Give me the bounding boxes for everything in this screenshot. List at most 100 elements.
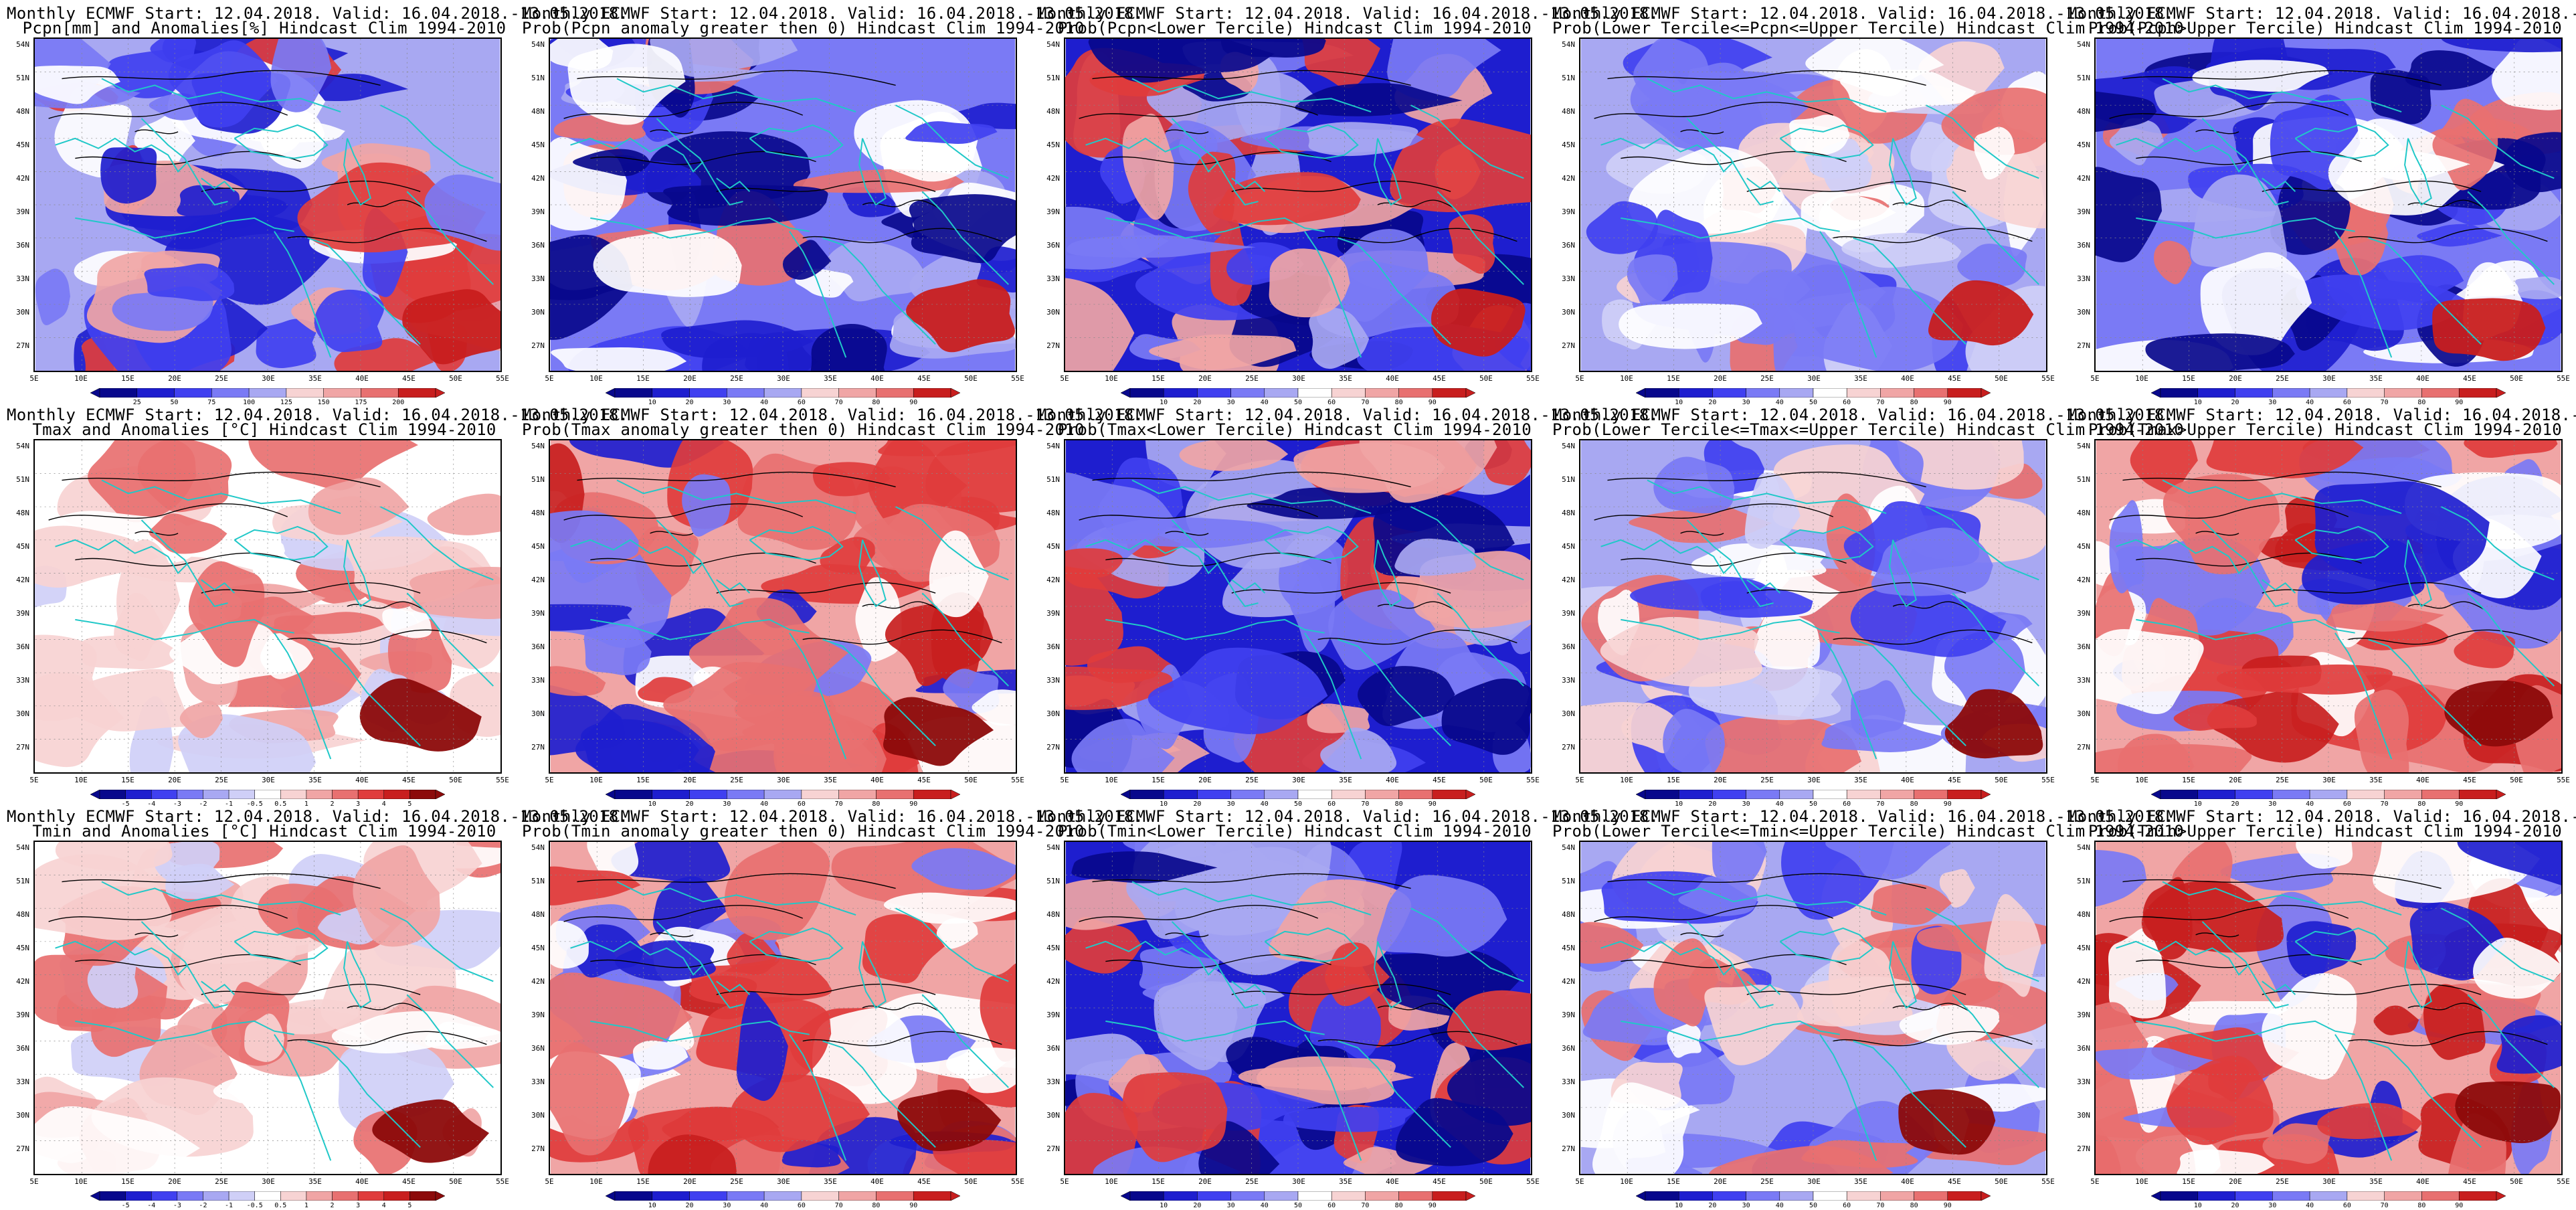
longitude-label: 50E xyxy=(1995,776,2008,784)
colorbar-label: 30 xyxy=(2268,1202,2277,1209)
colorbar-label: 60 xyxy=(797,800,806,808)
forecast-map xyxy=(1064,37,1532,372)
coastline xyxy=(1621,217,1840,239)
longitude-label: 35E xyxy=(2369,374,2383,383)
latitude-label: 30N xyxy=(1046,1111,1060,1120)
colorbar-swatch xyxy=(306,790,333,799)
coastline xyxy=(749,525,844,561)
latitude-label: 54N xyxy=(1046,442,1060,450)
shaded-field-patch xyxy=(1691,543,1827,579)
colorbar-label: 0.5 xyxy=(274,800,287,808)
colorbar-end-right xyxy=(950,790,960,799)
shaded-field-patch xyxy=(1653,938,1719,1027)
colorbar-swatch xyxy=(203,790,229,799)
coastline xyxy=(1746,980,1781,995)
coastline xyxy=(1600,940,1734,976)
longitude-label: 55E xyxy=(2557,374,2570,383)
colorbar-swatch xyxy=(2384,388,2422,398)
longitude-label: 40E xyxy=(1901,776,1914,784)
latitude-label: 27N xyxy=(1562,1144,1575,1153)
shaded-field-patch xyxy=(2173,703,2257,731)
contour-line xyxy=(1231,983,1451,995)
coastline xyxy=(1374,138,1402,206)
colorbar-label: 30 xyxy=(2268,800,2277,808)
colorbar-swatch xyxy=(727,790,765,799)
forecast-map xyxy=(1064,439,1532,774)
panel-title-line2: Pcpn[mm] and Anomalies[%] Hindcast Clim … xyxy=(22,19,507,37)
shaded-field-patch xyxy=(688,957,832,1006)
coastline xyxy=(1105,217,1325,239)
shaded-field-patch xyxy=(812,462,891,497)
shaded-field-core xyxy=(1898,1089,1996,1155)
coastline xyxy=(2334,1034,2393,1161)
contour-line xyxy=(563,102,804,119)
colorbar-end-right xyxy=(1981,790,1991,799)
latitude-label: 42N xyxy=(1046,174,1060,183)
latitude-label: 30N xyxy=(1046,709,1060,718)
shaded-field-patch xyxy=(1821,719,1945,752)
colorbar-label: 20 xyxy=(1193,1202,1202,1209)
colorbar-label: 40 xyxy=(1260,1202,1269,1209)
map-svg xyxy=(550,440,1016,772)
colorbar xyxy=(1636,1191,1991,1201)
colorbar-label: 90 xyxy=(1943,399,1952,406)
shaded-field-patch xyxy=(2457,842,2561,885)
colorbar-swatch xyxy=(1779,1191,1814,1201)
latitude-label: 27N xyxy=(1562,341,1575,350)
longitude-label: 20E xyxy=(168,1177,181,1186)
colorbar-label: 40 xyxy=(1775,800,1784,808)
colorbar-swatch xyxy=(1365,1191,1399,1201)
map-panel: Monthly ECMWF Start: 12.04.2018. Valid: … xyxy=(1037,808,1659,1210)
panel-title-line2: Tmin and Anomalies [°C] Hindcast Clim 19… xyxy=(32,822,496,841)
shaded-field-patch xyxy=(550,685,625,756)
shaded-field-patch xyxy=(1309,307,1370,369)
longitude-label: 5E xyxy=(1575,1177,1584,1186)
shaded-field-patch xyxy=(2464,440,2558,458)
coastline xyxy=(1171,519,1259,608)
colorbar-swatch xyxy=(2197,388,2235,398)
longitude-label: 55E xyxy=(496,374,509,383)
longitude-label: 30E xyxy=(2322,1177,2336,1186)
longitude-label: 10E xyxy=(589,1177,603,1186)
colorbar-label: 4 xyxy=(381,1202,386,1209)
longitude-label: 25E xyxy=(2276,776,2289,784)
coastline xyxy=(1131,78,1372,113)
longitude-label: 40E xyxy=(1386,776,1399,784)
latitude-label: 27N xyxy=(16,341,29,350)
colorbar-swatch xyxy=(1846,790,1881,799)
latitude-label: 45N xyxy=(531,542,545,551)
colorbar-label: 30 xyxy=(1742,399,1750,406)
coastline xyxy=(2441,506,2555,581)
colorbar-swatch xyxy=(1746,1191,1780,1201)
colorbar-swatch xyxy=(1947,388,1982,398)
shaded-field-patch xyxy=(35,854,172,940)
coastline xyxy=(1819,632,1877,760)
coastline xyxy=(343,138,371,206)
coastline xyxy=(201,579,236,594)
latitude-label: 27N xyxy=(2077,341,2090,350)
latitude-label: 36N xyxy=(2077,642,2090,651)
latitude-label: 54N xyxy=(531,843,545,852)
shaded-field-patch xyxy=(1449,214,1495,274)
latitude-label: 33N xyxy=(531,1077,545,1086)
forecast-map xyxy=(2094,841,2563,1175)
coastline xyxy=(1746,579,1781,594)
shaded-field-patch xyxy=(177,185,240,218)
latitude-label: 30N xyxy=(1562,1111,1575,1120)
coastline xyxy=(307,638,421,747)
longitude-label: 55E xyxy=(2557,1177,2570,1186)
coastline xyxy=(406,994,494,1088)
longitude-label: 5E xyxy=(2090,374,2100,383)
latitude-label: 54N xyxy=(531,442,545,450)
shaded-field-patch xyxy=(1065,569,1123,666)
colorbar-label: 50 xyxy=(1809,1202,1818,1209)
coastline xyxy=(1171,118,1259,206)
shaded-field-patch xyxy=(1801,191,1896,233)
map-svg xyxy=(35,842,500,1174)
map-panel: Monthly ECMWF Start: 12.04.2018. Valid: … xyxy=(7,407,628,808)
contour-line xyxy=(1892,601,1970,610)
shaded-field-patch xyxy=(1850,583,2007,657)
latitude-label: 39N xyxy=(2077,207,2090,216)
colorbar-label: -1 xyxy=(225,800,234,808)
colorbar-swatch xyxy=(2235,388,2273,398)
